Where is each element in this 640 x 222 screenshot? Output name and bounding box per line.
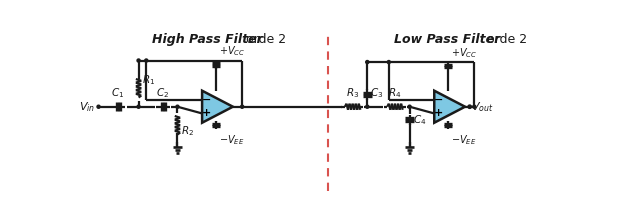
Circle shape bbox=[473, 105, 476, 108]
Text: $R_3$: $R_3$ bbox=[346, 86, 359, 100]
Text: $C_2$: $C_2$ bbox=[156, 86, 169, 100]
Text: $R_4$: $R_4$ bbox=[388, 86, 402, 100]
Circle shape bbox=[365, 61, 369, 63]
Text: $C_4$: $C_4$ bbox=[413, 114, 426, 127]
Polygon shape bbox=[435, 91, 465, 123]
Text: $+V_{CC}$: $+V_{CC}$ bbox=[219, 44, 245, 58]
Text: $R_2$: $R_2$ bbox=[181, 125, 195, 138]
Circle shape bbox=[468, 105, 472, 108]
Circle shape bbox=[176, 105, 179, 108]
Polygon shape bbox=[202, 91, 233, 123]
Text: $C_1$: $C_1$ bbox=[111, 86, 124, 100]
Circle shape bbox=[137, 59, 140, 62]
Text: High Pass Filter: High Pass Filter bbox=[152, 33, 262, 46]
Text: orde 2: orde 2 bbox=[486, 33, 527, 46]
Text: orde 2: orde 2 bbox=[246, 33, 287, 46]
Text: $-V_{EE}$: $-V_{EE}$ bbox=[219, 133, 244, 147]
Text: Low Pass Filter: Low Pass Filter bbox=[394, 33, 500, 46]
Text: $-V_{EE}$: $-V_{EE}$ bbox=[451, 133, 477, 147]
Circle shape bbox=[97, 105, 100, 108]
Text: +: + bbox=[435, 108, 444, 119]
Circle shape bbox=[241, 105, 244, 108]
Text: $V_{in}$: $V_{in}$ bbox=[79, 100, 95, 114]
Text: −: − bbox=[202, 95, 211, 105]
Circle shape bbox=[137, 105, 140, 108]
Circle shape bbox=[408, 105, 411, 108]
Text: +: + bbox=[202, 108, 211, 119]
Circle shape bbox=[145, 59, 148, 62]
Circle shape bbox=[365, 105, 369, 108]
Circle shape bbox=[387, 61, 390, 63]
Text: $C_3$: $C_3$ bbox=[371, 86, 383, 100]
Text: $R_1$: $R_1$ bbox=[143, 74, 156, 87]
Text: −: − bbox=[434, 95, 444, 105]
Text: $V_{out}$: $V_{out}$ bbox=[471, 100, 494, 114]
Text: $+V_{CC}$: $+V_{CC}$ bbox=[451, 46, 477, 60]
